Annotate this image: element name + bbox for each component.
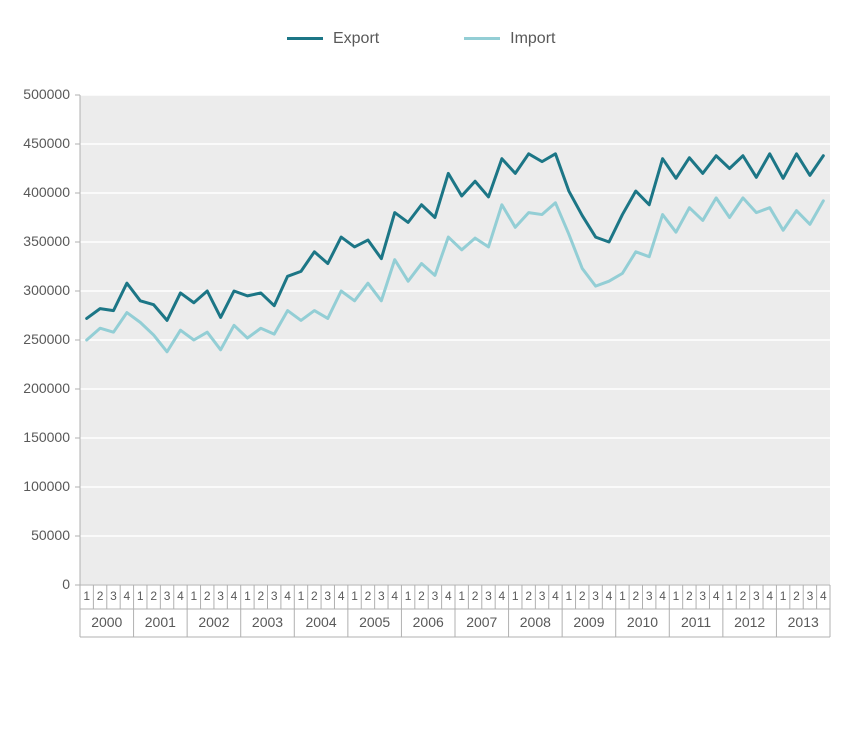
x-quarter-label: 2 [418, 589, 425, 603]
x-year-label: 2002 [198, 614, 229, 630]
x-quarter-label: 1 [244, 589, 251, 603]
x-quarter-label: 1 [137, 589, 144, 603]
x-quarter-label: 4 [552, 589, 559, 603]
x-year-label: 2011 [681, 614, 711, 630]
x-quarter-label: 1 [619, 589, 626, 603]
x-quarter-label: 3 [753, 589, 760, 603]
x-quarter-label: 3 [217, 589, 224, 603]
x-year-label: 2013 [788, 614, 819, 630]
x-quarter-label: 1 [458, 589, 465, 603]
x-quarter-label: 3 [485, 589, 492, 603]
y-tick-label: 450000 [0, 135, 70, 151]
x-year-label: 2012 [734, 614, 765, 630]
x-quarter-label: 4 [499, 589, 506, 603]
x-quarter-label: 2 [257, 589, 264, 603]
x-quarter-label: 1 [726, 589, 733, 603]
y-tick-label: 400000 [0, 184, 70, 200]
x-year-label: 2000 [91, 614, 122, 630]
x-quarter-label: 1 [298, 589, 305, 603]
x-quarter-label: 1 [565, 589, 572, 603]
x-quarter-label: 2 [686, 589, 693, 603]
x-quarter-label: 3 [646, 589, 653, 603]
x-quarter-label: 1 [351, 589, 358, 603]
y-tick-label: 500000 [0, 86, 70, 102]
x-year-label: 2006 [413, 614, 444, 630]
x-quarter-label: 4 [391, 589, 398, 603]
x-quarter-label: 1 [190, 589, 197, 603]
x-quarter-label: 3 [164, 589, 171, 603]
x-year-label: 2004 [305, 614, 336, 630]
x-quarter-label: 4 [177, 589, 184, 603]
x-quarter-label: 4 [766, 589, 773, 603]
x-year-label: 2003 [252, 614, 283, 630]
x-quarter-label: 2 [525, 589, 532, 603]
x-quarter-label: 2 [150, 589, 157, 603]
x-quarter-label: 2 [365, 589, 372, 603]
y-tick-label: 50000 [0, 527, 70, 543]
x-quarter-label: 3 [807, 589, 814, 603]
y-tick-label: 0 [0, 576, 70, 592]
x-quarter-label: 2 [632, 589, 639, 603]
x-year-label: 2007 [466, 614, 497, 630]
x-quarter-label: 1 [673, 589, 680, 603]
x-year-label: 2010 [627, 614, 658, 630]
x-quarter-label: 4 [231, 589, 238, 603]
x-quarter-label: 4 [713, 589, 720, 603]
y-tick-label: 300000 [0, 282, 70, 298]
x-quarter-label: 4 [659, 589, 666, 603]
x-quarter-label: 4 [338, 589, 345, 603]
chart-container: Export Import 05000010000015000020000025… [0, 0, 842, 729]
x-quarter-label: 1 [83, 589, 90, 603]
x-quarter-label: 3 [699, 589, 706, 603]
x-quarter-label: 3 [378, 589, 385, 603]
x-year-label: 2008 [520, 614, 551, 630]
x-quarter-label: 2 [204, 589, 211, 603]
x-quarter-label: 3 [271, 589, 278, 603]
x-quarter-label: 2 [311, 589, 318, 603]
y-tick-label: 200000 [0, 380, 70, 396]
x-quarter-label: 2 [97, 589, 104, 603]
y-tick-label: 150000 [0, 429, 70, 445]
x-quarter-label: 4 [284, 589, 291, 603]
x-quarter-label: 3 [110, 589, 117, 603]
x-quarter-label: 2 [740, 589, 747, 603]
x-quarter-label: 2 [472, 589, 479, 603]
y-tick-label: 350000 [0, 233, 70, 249]
x-year-label: 2009 [573, 614, 604, 630]
x-quarter-label: 3 [324, 589, 331, 603]
x-quarter-label: 1 [780, 589, 787, 603]
x-quarter-label: 4 [820, 589, 827, 603]
x-quarter-label: 3 [592, 589, 599, 603]
x-year-label: 2005 [359, 614, 390, 630]
x-quarter-label: 2 [793, 589, 800, 603]
x-quarter-label: 2 [579, 589, 586, 603]
y-tick-label: 100000 [0, 478, 70, 494]
x-quarter-label: 4 [124, 589, 131, 603]
x-quarter-label: 3 [432, 589, 439, 603]
x-quarter-label: 4 [606, 589, 613, 603]
x-quarter-label: 4 [445, 589, 452, 603]
x-quarter-label: 1 [405, 589, 412, 603]
y-tick-label: 250000 [0, 331, 70, 347]
x-quarter-label: 3 [539, 589, 546, 603]
x-year-label: 2001 [145, 614, 176, 630]
x-quarter-label: 1 [512, 589, 519, 603]
